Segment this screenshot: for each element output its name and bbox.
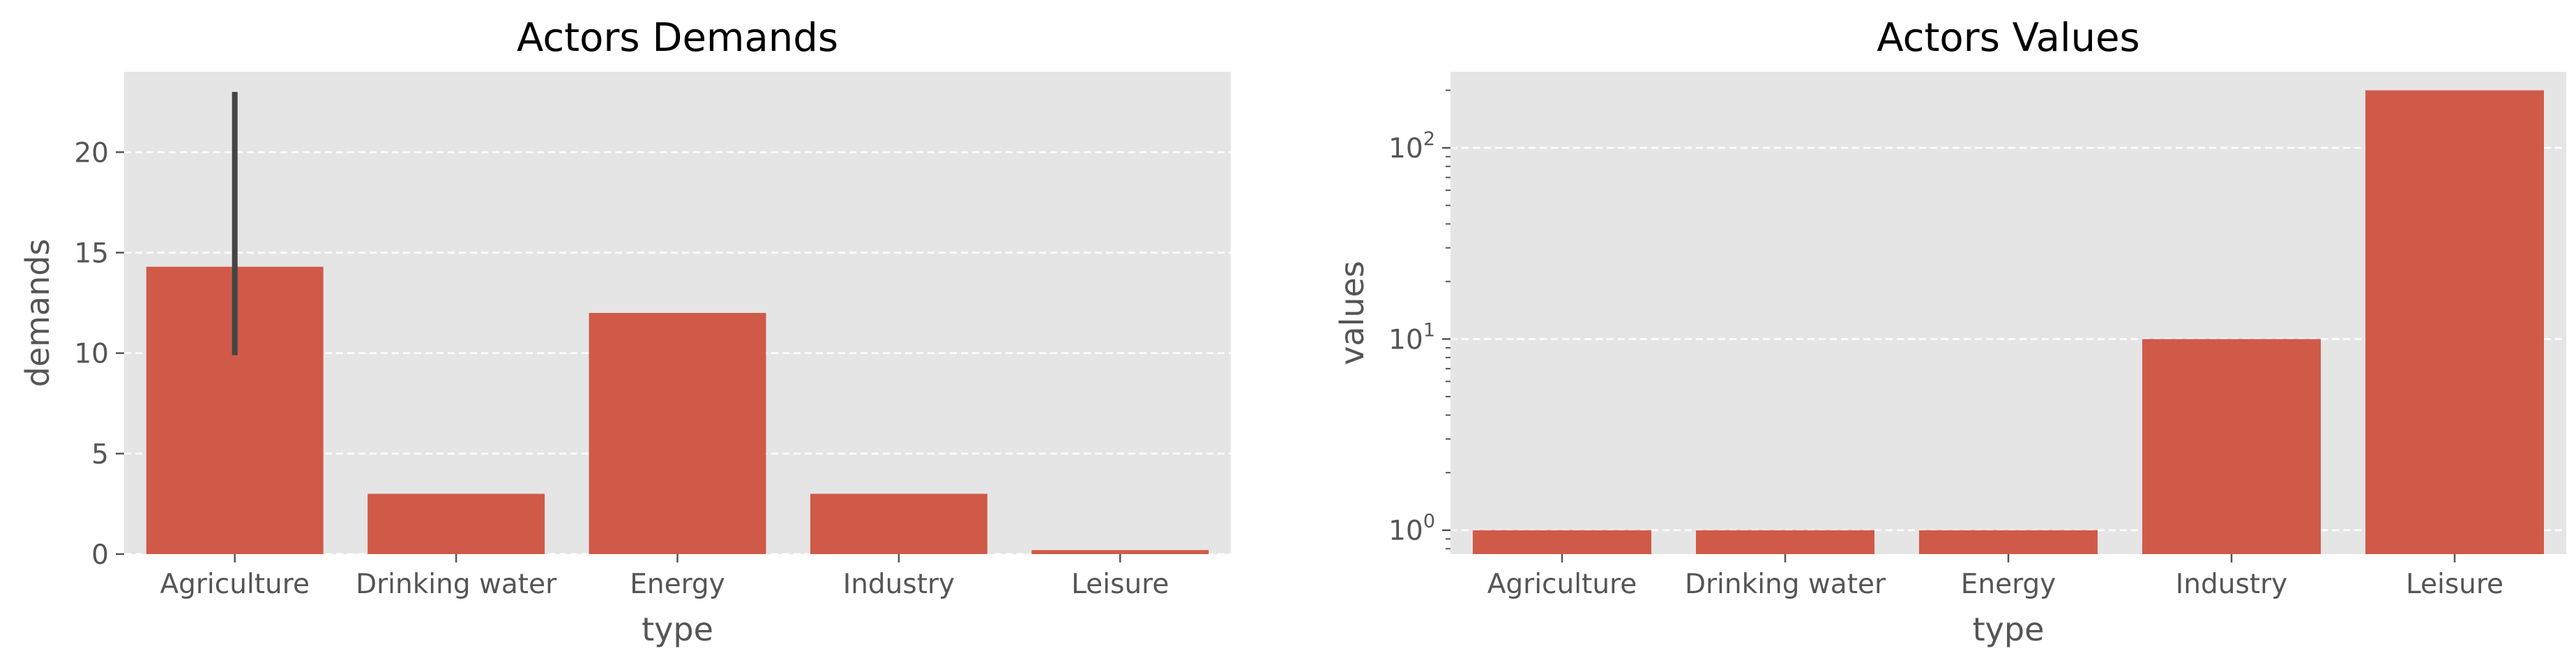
bar-industry: [810, 493, 987, 554]
x-tick-label: Drinking water: [1685, 569, 1886, 600]
y-tick-label: 100: [1388, 511, 1435, 547]
bar-energy: [589, 313, 766, 554]
y-tick-label: 5: [91, 439, 109, 470]
y-tick-label: 20: [74, 137, 109, 169]
x-tick-label: Drinking water: [356, 569, 557, 600]
y-tick-label: 10: [74, 339, 109, 370]
x-tick-label: Leisure: [1071, 569, 1169, 600]
y-axis-label: values: [1333, 261, 1371, 365]
x-tick-label: Agriculture: [160, 569, 309, 600]
x-tick-label: Industry: [843, 569, 955, 600]
x-tick-label: Industry: [2176, 569, 2287, 600]
x-tick-label: Leisure: [2406, 569, 2503, 600]
chart-title: Actors Demands: [517, 15, 838, 61]
bar-leisure: [2365, 90, 2544, 555]
x-axis-label: type: [1973, 611, 2045, 648]
chart-panel-1: 0 5 10 15 20 Agriculture Drinking water Energy I…: [19, 15, 1231, 648]
bar-leisure: [1031, 550, 1209, 554]
x-tick-label: Agriculture: [1487, 569, 1637, 600]
chart-title: Actors Values: [1877, 15, 2139, 61]
y-tick-label: 102: [1388, 128, 1435, 164]
bar-industry: [2142, 339, 2321, 554]
y-tick-label: 0: [91, 539, 109, 571]
x-tick-label: Energy: [630, 569, 725, 600]
chart-panel-2: 100 101 102 Agriculture Drinking water Energy…: [1333, 15, 2566, 648]
x-tick-label: Energy: [1961, 569, 2056, 600]
y-tick-label: 15: [74, 238, 109, 270]
bar-drinking-water: [368, 493, 545, 554]
y-axis-label: demands: [19, 239, 56, 388]
bar-agriculture: [1473, 530, 1651, 554]
x-axis-label: type: [642, 611, 713, 648]
bar-energy: [1919, 530, 2098, 554]
bar-drinking-water: [1696, 530, 1874, 554]
y-tick-label: 101: [1388, 319, 1435, 355]
